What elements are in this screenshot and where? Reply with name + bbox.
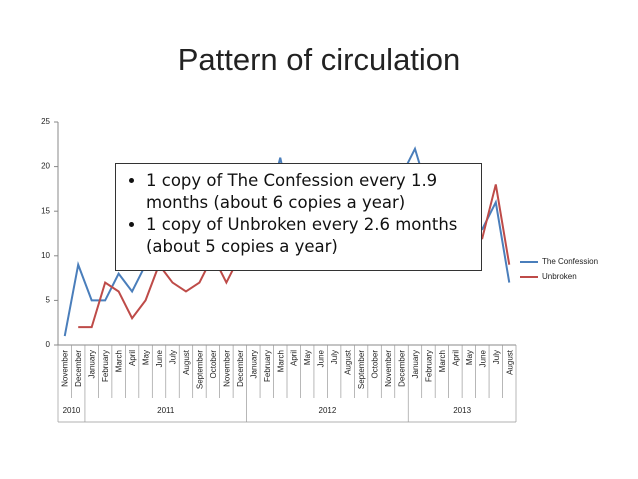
x-group-label: 2010 bbox=[63, 406, 81, 415]
y-tick-label: 20 bbox=[41, 162, 50, 171]
y-tick-label: 25 bbox=[41, 117, 50, 126]
x-group-label: 2013 bbox=[453, 406, 471, 415]
x-tick-label: February bbox=[424, 350, 433, 382]
y-tick-label: 0 bbox=[46, 340, 51, 349]
x-tick-label: June bbox=[478, 349, 487, 367]
x-tick-label: February bbox=[101, 350, 110, 382]
x-tick-label: March bbox=[438, 350, 447, 372]
x-tick-label: November bbox=[222, 350, 231, 387]
x-tick-label: November bbox=[61, 350, 70, 387]
x-tick-label: February bbox=[263, 350, 272, 382]
x-tick-label: January bbox=[88, 350, 97, 378]
x-tick-label: May bbox=[465, 350, 474, 365]
legend-label: Unbroken bbox=[542, 272, 577, 281]
x-tick-label: March bbox=[276, 350, 285, 372]
annotation-list: 1 copy of The Confession every 1.9 month… bbox=[126, 170, 471, 258]
x-tick-label: October bbox=[371, 350, 380, 379]
x-tick-label: October bbox=[209, 350, 218, 379]
x-tick-label: July bbox=[330, 350, 339, 364]
x-tick-label: November bbox=[384, 350, 393, 387]
x-tick-label: May bbox=[303, 350, 312, 365]
x-group-label: 2012 bbox=[319, 406, 337, 415]
x-tick-label: August bbox=[505, 349, 514, 375]
y-tick-label: 15 bbox=[41, 206, 50, 215]
y-tick-label: 5 bbox=[46, 296, 51, 305]
legend-label: The Confession bbox=[542, 257, 598, 266]
y-tick-label: 10 bbox=[41, 251, 50, 260]
x-tick-label: August bbox=[182, 349, 191, 375]
x-tick-label: December bbox=[74, 350, 83, 387]
x-tick-label: April bbox=[128, 350, 137, 366]
x-tick-label: March bbox=[115, 350, 124, 372]
x-tick-label: July bbox=[492, 350, 501, 364]
annotation: 1 copy of The Confession every 1.9 month… bbox=[146, 170, 471, 214]
x-tick-label: July bbox=[169, 350, 178, 364]
x-tick-label: April bbox=[290, 350, 299, 366]
x-tick-label: January bbox=[411, 350, 420, 378]
x-tick-label: January bbox=[249, 350, 258, 378]
x-tick-label: September bbox=[195, 350, 204, 389]
x-tick-label: December bbox=[236, 350, 245, 387]
x-tick-label: April bbox=[451, 350, 460, 366]
x-tick-label: May bbox=[142, 350, 151, 365]
x-tick-label: December bbox=[398, 350, 407, 387]
x-tick-label: June bbox=[317, 349, 326, 367]
annotation-box: 1 copy of The Confession every 1.9 month… bbox=[115, 163, 482, 271]
x-tick-label: June bbox=[155, 349, 164, 367]
x-group-label: 2011 bbox=[157, 406, 175, 415]
x-tick-label: August bbox=[344, 349, 353, 375]
chart-title: Pattern of circulation bbox=[178, 42, 461, 77]
annotation: 1 copy of Unbroken every 2.6 months (abo… bbox=[146, 214, 471, 258]
x-tick-label: September bbox=[357, 350, 366, 389]
